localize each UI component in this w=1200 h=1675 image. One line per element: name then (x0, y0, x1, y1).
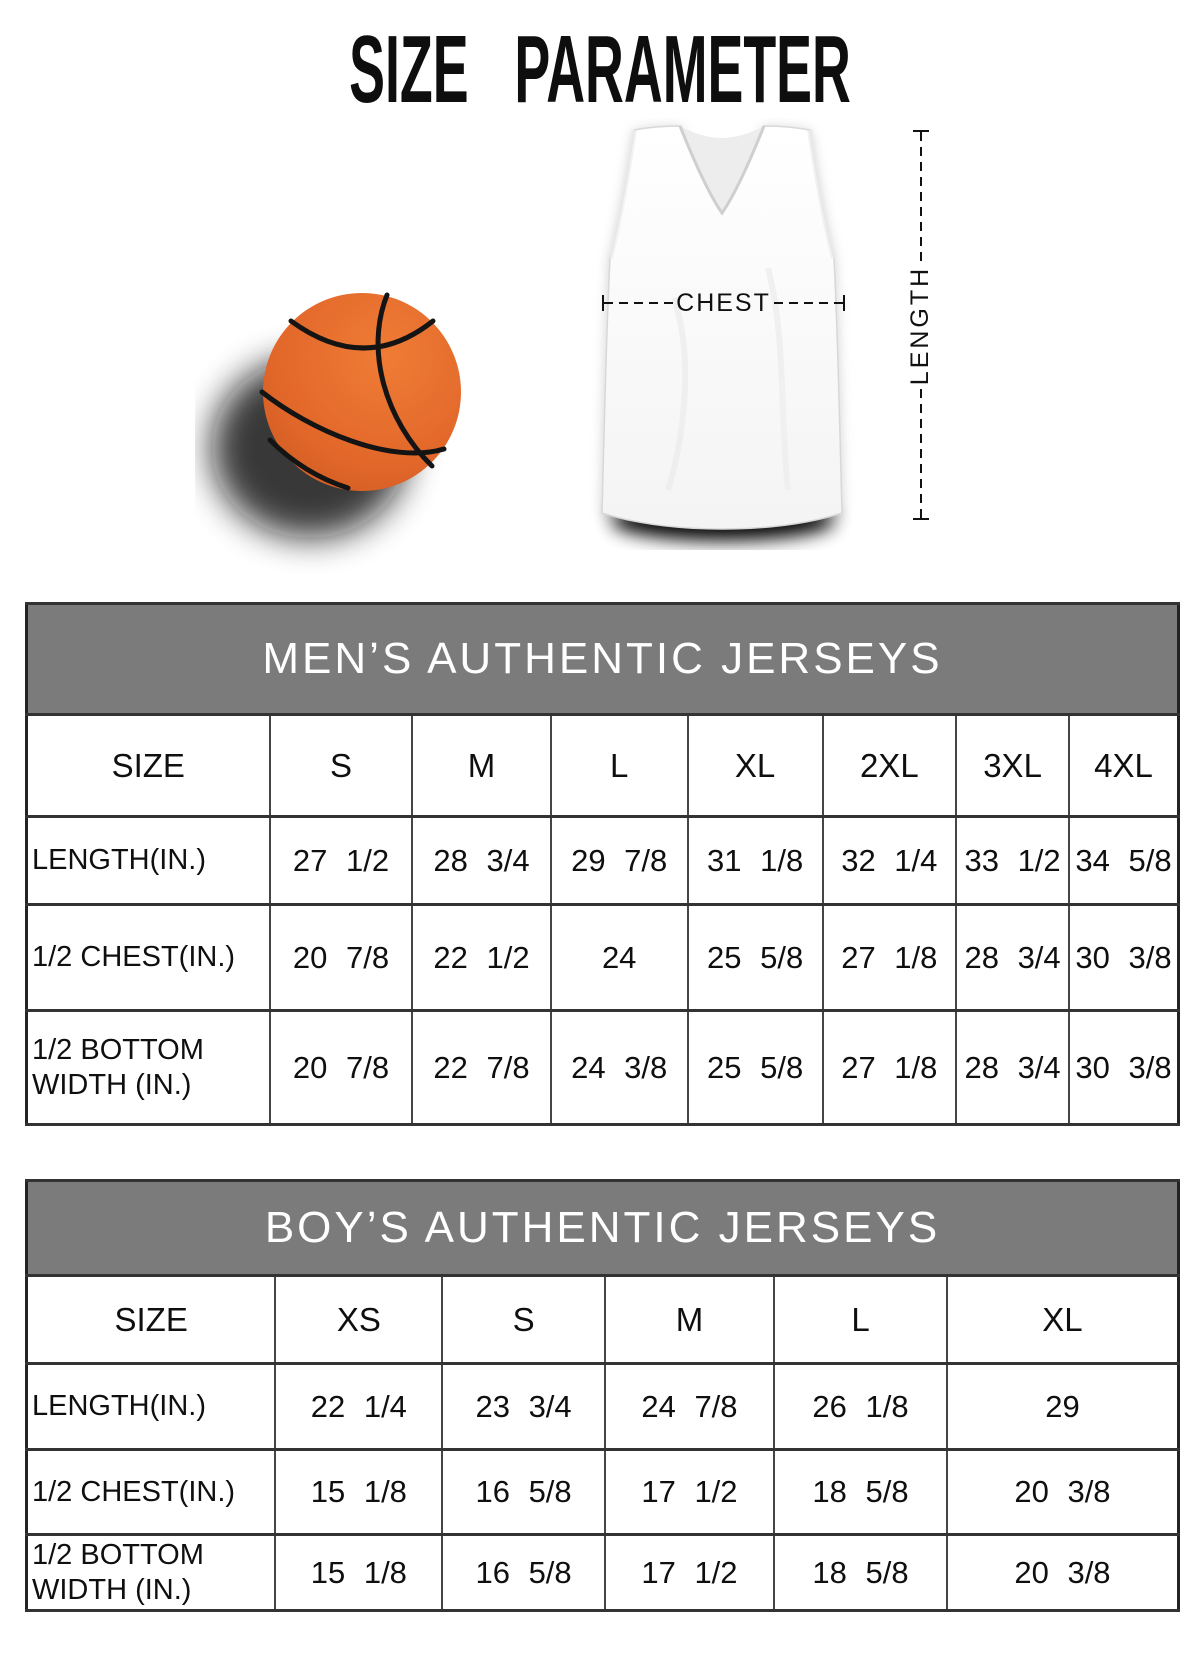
row-label: 1/2 CHEST(IN.) (25, 903, 271, 1012)
size-value: 26 1/8 (773, 1362, 948, 1451)
size-value: 29 (945, 1362, 1180, 1451)
size-value: 16 5/8 (441, 1448, 606, 1536)
table-row: 1/2 CHEST(IN.) 20 7/8 22 1/2 24 25 5/8 27 1/8… (25, 903, 1180, 1012)
column-header: XS (274, 1274, 444, 1365)
size-value: 22 1/4 (274, 1362, 444, 1451)
size-value: 17 1/2 (603, 1533, 776, 1612)
size-value: 28 3/4 (955, 1009, 1071, 1126)
size-table: MEN’S AUTHENTIC JERSEYS SIZE S M L XL 2XL 3XL 4X… (25, 602, 1180, 1126)
row-label: 1/2 CHEST(IN.) (25, 1448, 277, 1536)
column-header: XL (686, 713, 824, 818)
row-label: 1/2 BOTTOM WIDTH (IN.) (25, 1533, 277, 1612)
column-header: XL (945, 1274, 1180, 1365)
basketball-image (212, 292, 461, 538)
table-title-row: BOY’S AUTHENTIC JERSEYS (25, 1179, 1180, 1277)
size-value: 25 5/8 (686, 1009, 824, 1126)
size-value: 18 5/8 (773, 1533, 948, 1612)
length-measure-line: LENGTH (907, 130, 935, 520)
size-value: 27 1/2 (268, 815, 414, 906)
chest-label: CHEST (676, 288, 771, 317)
jersey-image (601, 125, 843, 541)
size-value: 28 3/4 (955, 903, 1071, 1012)
column-header: 4XL (1068, 713, 1180, 818)
table-title: BOY’S AUTHENTIC JERSEYS (25, 1179, 1180, 1277)
column-header: M (603, 1274, 776, 1365)
size-value: 32 1/4 (821, 815, 958, 906)
size-value: 18 5/8 (773, 1448, 948, 1536)
size-value: 20 7/8 (268, 903, 414, 1012)
column-header: 2XL (821, 713, 958, 818)
mens-size-table-section: MEN’S AUTHENTIC JERSEYS SIZE S M L XL 2XL 3XL 4X… (25, 602, 1180, 1126)
size-value: 15 1/8 (274, 1533, 444, 1612)
column-header: L (549, 713, 689, 818)
page-title: SIZE PARAMETER (349, 16, 851, 123)
size-value: 20 3/8 (945, 1448, 1180, 1536)
size-value: 30 3/8 (1068, 1009, 1180, 1126)
table-row: 1/2 BOTTOM WIDTH (IN.) 20 7/8 22 7/8 24 3/8… (25, 1009, 1180, 1126)
table-row: 1/2 BOTTOM WIDTH (IN.) 15 1/8 16 5/8 17 1/2… (25, 1533, 1180, 1612)
size-value: 24 3/8 (549, 1009, 689, 1126)
size-value: 25 5/8 (686, 903, 824, 1012)
size-table: BOY’S AUTHENTIC JERSEYS SIZE XS S M L XL LENGTH… (25, 1179, 1180, 1612)
table-row: LENGTH(IN.) 22 1/4 23 3/4 24 7/8 26 1/8 29 (25, 1362, 1180, 1451)
dashed-line-segment (604, 302, 674, 304)
measure-tick (913, 130, 929, 132)
size-value: 27 1/8 (821, 1009, 958, 1126)
column-header: S (268, 713, 414, 818)
column-header: SIZE (25, 713, 271, 818)
size-value: 22 7/8 (411, 1009, 552, 1126)
size-value: 23 3/4 (441, 1362, 606, 1451)
column-header: L (773, 1274, 948, 1365)
length-label-wrap: LENGTH (907, 261, 935, 389)
size-value: 34 5/8 (1068, 815, 1180, 906)
table-title-row: MEN’S AUTHENTIC JERSEYS (25, 602, 1180, 716)
size-value: 24 (549, 903, 689, 1012)
size-value: 22 1/2 (411, 903, 552, 1012)
measure-tick (602, 295, 604, 311)
column-header: 3XL (955, 713, 1071, 818)
size-value: 20 3/8 (945, 1533, 1180, 1612)
size-value: 15 1/8 (274, 1448, 444, 1536)
measure-tick (913, 518, 929, 520)
column-header-row: SIZE S M L XL 2XL 3XL 4XL (25, 713, 1180, 818)
size-value: 31 1/8 (686, 815, 824, 906)
boys-size-table-section: BOY’S AUTHENTIC JERSEYS SIZE XS S M L XL LENGTH… (25, 1179, 1180, 1612)
table-row: LENGTH(IN.) 27 1/2 28 3/4 29 7/8 31 1/8 32 1/… (25, 815, 1180, 906)
dashed-line-segment (773, 302, 844, 304)
table-row: 1/2 CHEST(IN.) 15 1/8 16 5/8 17 1/2 18 5/8 20… (25, 1448, 1180, 1536)
size-value: 17 1/2 (603, 1448, 776, 1536)
dashed-line-segment (920, 389, 922, 518)
measure-tick (843, 295, 846, 311)
chest-measure-line: CHEST (602, 289, 846, 317)
table-title: MEN’S AUTHENTIC JERSEYS (25, 602, 1180, 716)
size-value: 27 1/8 (821, 903, 958, 1012)
length-label: LENGTH (906, 265, 935, 385)
dashed-line-segment (920, 132, 922, 261)
column-header-row: SIZE XS S M L XL (25, 1274, 1180, 1365)
row-label: LENGTH(IN.) (25, 815, 271, 906)
size-value: 16 5/8 (441, 1533, 606, 1612)
row-label: 1/2 BOTTOM WIDTH (IN.) (25, 1009, 271, 1126)
size-value: 29 7/8 (549, 815, 689, 906)
size-value: 33 1/2 (955, 815, 1071, 906)
column-header: SIZE (25, 1274, 277, 1365)
column-header: S (441, 1274, 606, 1365)
size-value: 30 3/8 (1068, 903, 1180, 1012)
size-value: 20 7/8 (268, 1009, 414, 1126)
column-header: M (411, 713, 552, 818)
size-value: 28 3/4 (411, 815, 552, 906)
size-value: 24 7/8 (603, 1362, 776, 1451)
row-label: LENGTH(IN.) (25, 1362, 277, 1451)
